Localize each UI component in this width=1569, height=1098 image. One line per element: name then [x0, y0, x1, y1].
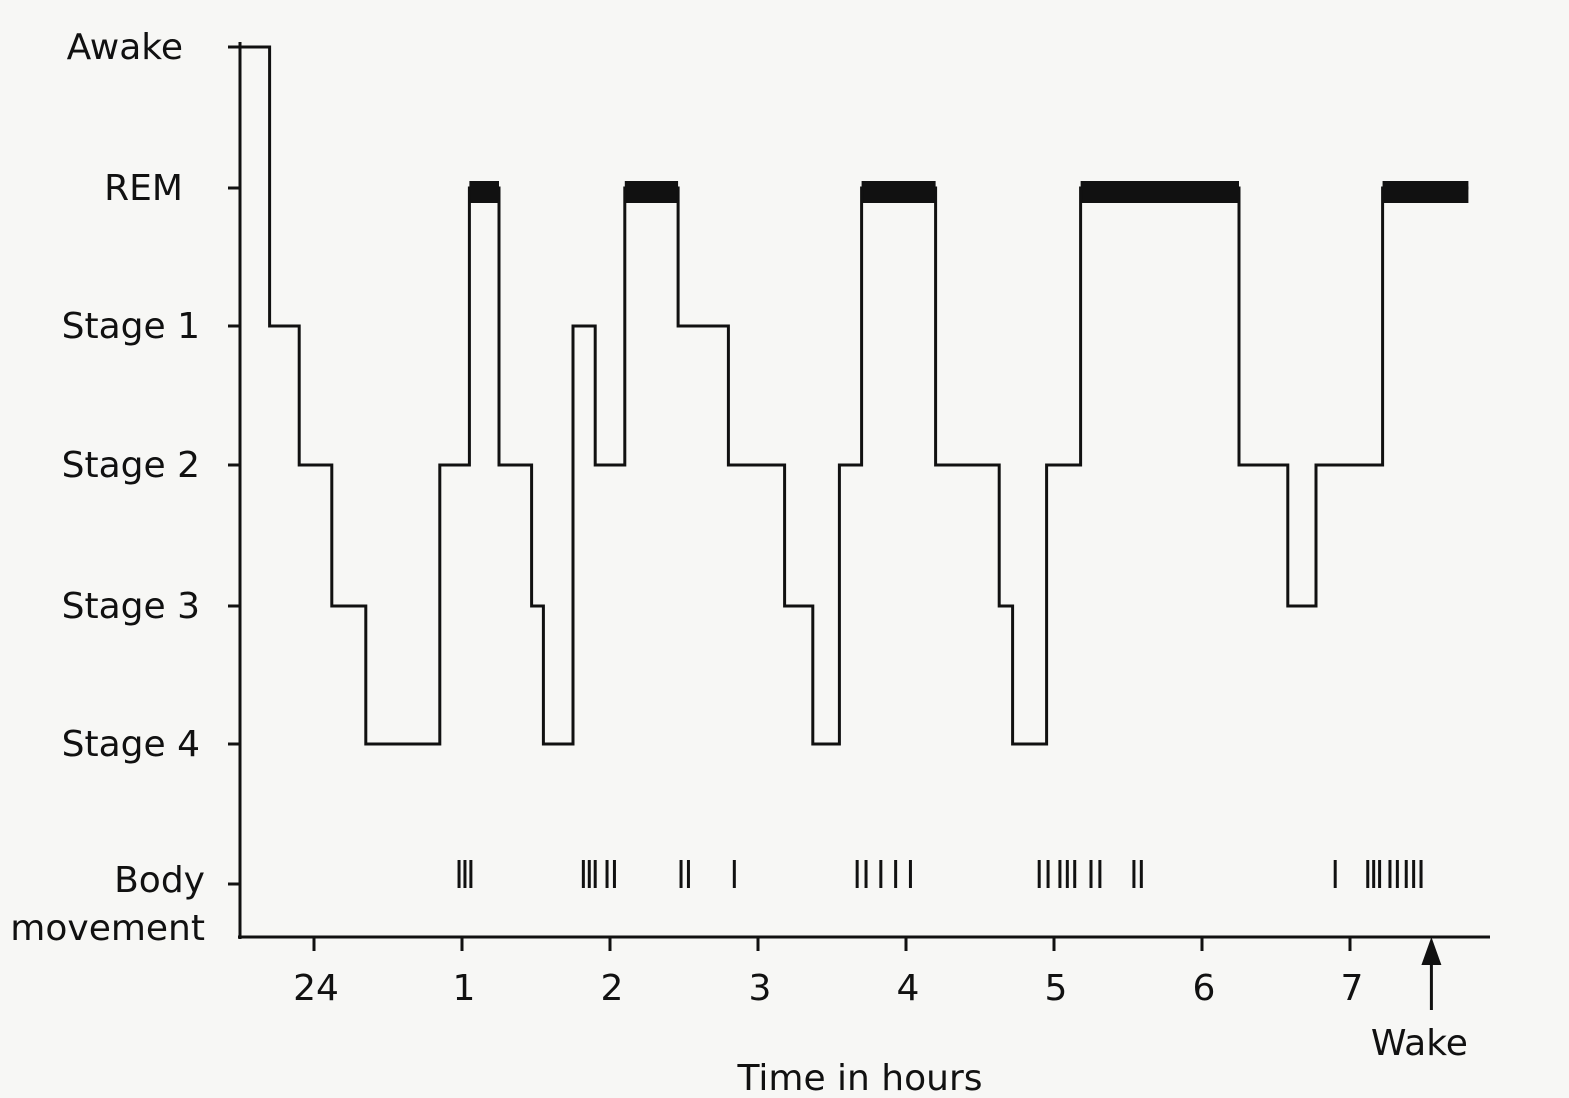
x-tick-label: 24: [293, 968, 339, 1009]
rem-period-bar: [861, 181, 936, 203]
x-tick-label: 1: [453, 968, 476, 1009]
axes: [228, 42, 1490, 939]
rem-period-bar: [469, 181, 499, 203]
rem-period-bar: [624, 181, 679, 203]
y-label-rem: REM: [104, 168, 183, 209]
y-label-stage-2: Stage 2: [62, 445, 200, 486]
x-tick-label: 7: [1341, 968, 1364, 1009]
rem-periods: [469, 181, 1469, 203]
wake-label: Wake: [1371, 1023, 1468, 1064]
y-axis-labels: Awake REM Stage 1 Stage 2 Stage 3 Stage 4 Body…: [10, 27, 205, 949]
x-tick-label: 5: [1045, 968, 1068, 1009]
y-label-stage-4: Stage 4: [62, 724, 200, 765]
hypnogram-line: [240, 45, 1469, 746]
x-tick-label: 3: [749, 968, 772, 1009]
wake-arrow-icon: [1421, 937, 1442, 965]
x-axis-label: Time in hours: [736, 1058, 982, 1098]
body-movement-marks: [457, 860, 1423, 888]
x-tick-label: 6: [1193, 968, 1216, 1009]
y-label-awake: Awake: [67, 27, 183, 68]
hypnogram-series: [240, 45, 1469, 746]
annotations: Wake: [1371, 937, 1468, 1064]
y-label-stage-1: Stage 1: [62, 306, 200, 347]
x-tick-label: 4: [897, 968, 920, 1009]
rem-period-bar: [1080, 181, 1239, 203]
y-label-stage-3: Stage 3: [62, 586, 200, 627]
x-tick-label: 2: [601, 968, 624, 1009]
x-axis-ticks: 24 1 2 3 4 5 6 7: [293, 937, 1363, 1009]
rem-period-bar: [1382, 181, 1469, 203]
y-label-body-movement: Body movement: [10, 860, 205, 949]
